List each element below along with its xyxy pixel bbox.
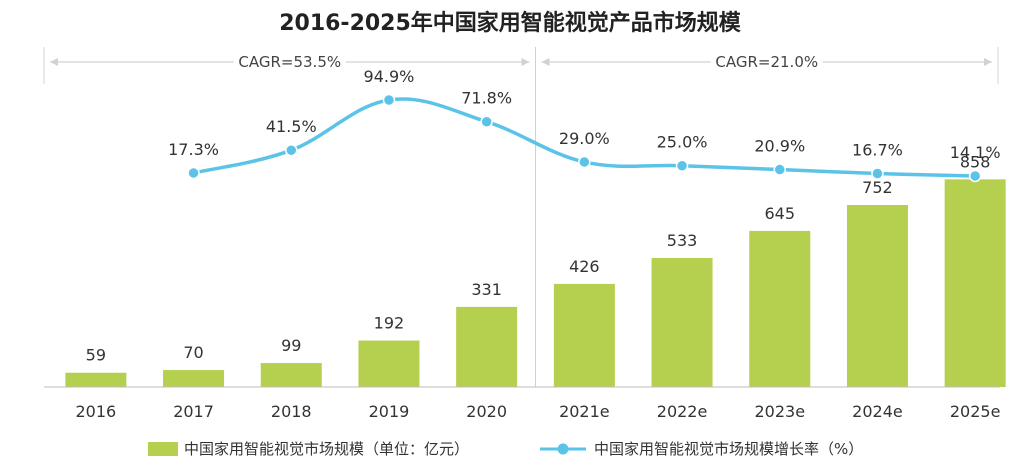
legend-line-marker [557,443,569,455]
cagr-arrow-head-right [521,58,530,66]
growth-point [187,166,200,180]
x-tick-label: 2022e [657,402,708,421]
x-tick-label: 2016 [75,402,116,421]
growth-point [480,115,493,128]
x-tick-label: 2018 [271,402,312,421]
growth-value-label: 25.0% [657,133,708,152]
bar [163,370,225,387]
growth-value-label: 14.1% [950,143,1001,162]
growth-point [285,143,298,157]
bar-value-label: 99 [281,336,301,355]
growth-point [871,167,884,180]
cagr-arrow-head-left [50,58,58,66]
bar-value-label: 192 [374,314,405,333]
x-tick-label: 2017 [173,402,214,421]
x-tick-label: 2023e [754,402,805,421]
growth-value-label: 41.5% [266,117,317,136]
growth-value-label: 17.3% [168,140,219,159]
growth-point [675,159,689,172]
bar [553,283,615,387]
x-tick-label: 2019 [369,402,410,421]
bar-value-label: 533 [667,231,698,250]
growth-line-series: 17.3% 41.5% 94.9% 71.8% 29.0% 25.0% 20.9% 16.7%… [168,67,1001,183]
growth-line [191,97,977,178]
growth-value-label: 20.9% [754,137,805,156]
growth-point [968,169,982,183]
growth-point [773,163,786,176]
cagr-label: CAGR=53.5% [238,53,341,71]
bar-value-label: 331 [471,280,502,299]
bar [65,372,127,387]
growth-point [382,93,396,107]
growth-value-label: 71.8% [461,89,512,108]
cagr-label: CAGR=21.0% [715,53,818,71]
x-axis: 2016 2017 2018 2019 2020 2021e 2022e 2023e 2024e… [44,386,1001,421]
bar-value-label: 752 [862,178,893,197]
cagr-annotations: CAGR=53.5% CAGR=21.0% [43,47,999,387]
cagr-arrow-head-right [984,58,992,66]
bar-value-label: 70 [183,343,203,362]
x-tick-label: 2025e [950,402,1001,421]
legend-bar-label: 中国家用智能视觉市场规模（单位：亿元） [184,440,469,458]
legend: 中国家用智能视觉市场规模（单位：亿元） 中国家用智能视觉市场规模增长率（%） [148,440,863,458]
legend-line-label: 中国家用智能视觉市场规模增长率（%） [594,440,863,458]
bar [749,230,811,387]
bar [260,363,322,387]
chart-title: 2016-2025年中国家用智能视觉产品市场规模 [279,10,742,36]
legend-bar-swatch [148,442,178,456]
bar [846,205,908,387]
growth-value-label: 16.7% [852,141,903,160]
x-tick-label: 2024e [852,402,903,421]
bar-value-label: 645 [764,204,795,223]
x-tick-label: 2020 [466,402,507,421]
bar-value-label: 59 [86,346,106,365]
x-tick-label: 2021e [559,402,610,421]
bar [944,179,1006,387]
bar-value-label: 426 [569,257,600,276]
growth-value-label: 94.9% [364,67,415,86]
bar-series: 59 70 99 192 331 426 533 645 752 858 [65,152,1006,387]
growth-point [578,155,591,169]
bar-value-label: 858 [960,152,991,171]
growth-value-label: 29.0% [559,129,610,148]
bar [456,306,518,387]
bar [651,258,713,387]
bar [358,340,420,387]
cagr-arrow-head-left [541,58,550,66]
